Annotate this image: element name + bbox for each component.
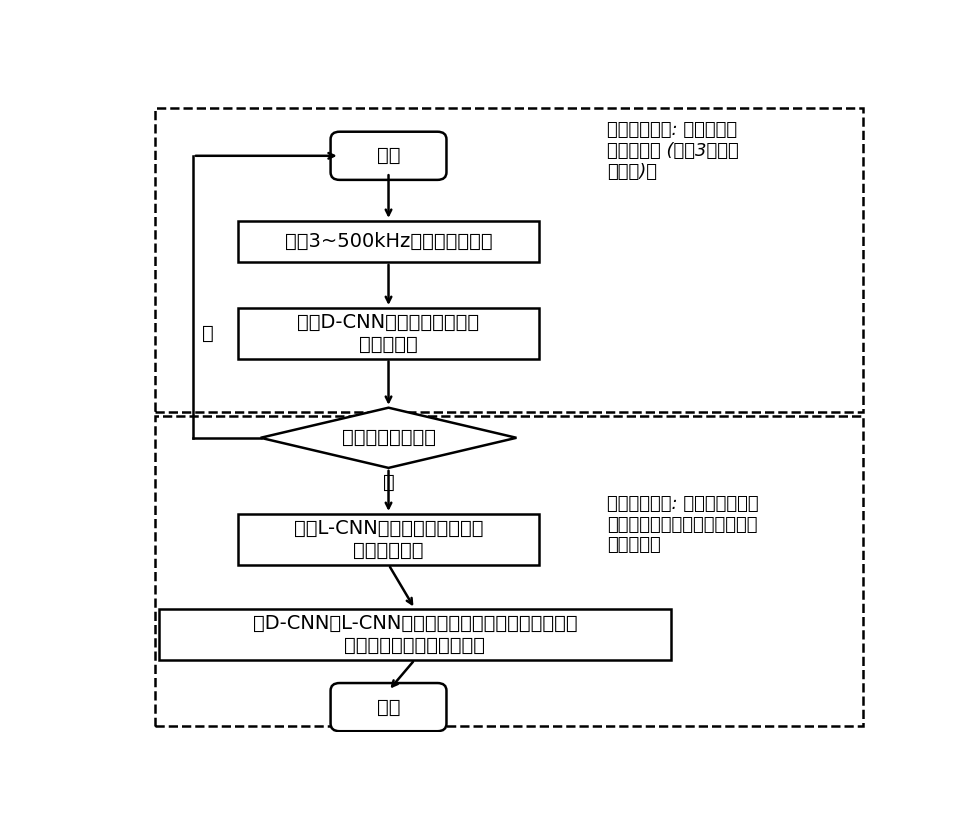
Text: 对D-CNN和L-CNN的结果进行综合分析。在严重老化
和热点老化情况下发出警报: 对D-CNN和L-CNN的结果进行综合分析。在严重老化 和热点老化情况下发出警报 — [252, 614, 577, 655]
Bar — [159, 609, 671, 659]
Text: 使用D-CNN实现局部老化探测
与初步定位: 使用D-CNN实现局部老化探测 与初步定位 — [297, 313, 480, 354]
Text: 结束: 结束 — [377, 698, 400, 717]
Bar — [155, 416, 862, 726]
Text: 局部老化探测: 每隔一段时
间探测一次 (例如3个月探
测一次)。: 局部老化探测: 每隔一段时 间探测一次 (例如3个月探 测一次)。 — [607, 121, 739, 180]
Text: 开始: 开始 — [377, 146, 400, 165]
Text: 是: 是 — [383, 472, 394, 491]
Text: 测量3~500kHz频段的传递函数: 测量3~500kHz频段的传递函数 — [285, 232, 492, 251]
Text: 否: 否 — [202, 323, 214, 342]
Text: 局部老化定位: 得到老化位置和
老化严重程度信息。向维护人员
发出警报。: 局部老化定位: 得到老化位置和 老化严重程度信息。向维护人员 发出警报。 — [607, 495, 758, 555]
FancyBboxPatch shape — [330, 132, 447, 180]
Bar — [238, 308, 539, 359]
Text: 使用L-CNN实现局部老化定位和
老化程度估计: 使用L-CNN实现局部老化定位和 老化程度估计 — [294, 518, 484, 560]
Polygon shape — [260, 407, 517, 468]
Bar — [238, 221, 539, 262]
FancyBboxPatch shape — [330, 683, 447, 731]
Bar — [155, 109, 862, 412]
Text: 探测到局部老化？: 探测到局部老化？ — [342, 428, 436, 447]
Bar — [238, 514, 539, 565]
